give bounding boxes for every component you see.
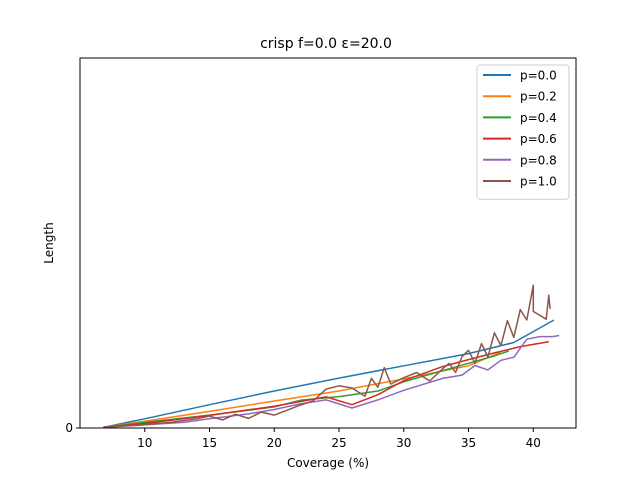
x-tick-label: 30: [396, 436, 411, 450]
x-tick-label: 15: [202, 436, 217, 450]
legend-label-4: p=0.8: [520, 153, 557, 167]
legend-label-3: p=0.6: [520, 132, 557, 146]
series-line-4: [103, 334, 560, 429]
x-axis-ticks: 10 15 20 25 30 35 40: [137, 428, 541, 450]
x-tick-label: 20: [267, 436, 282, 450]
y-axis-label: Length: [42, 222, 56, 263]
series-line-3: [103, 341, 549, 429]
x-axis-label: Coverage (%): [287, 456, 369, 470]
plot-lines: [103, 284, 560, 429]
legend-box: [476, 64, 570, 200]
legend-label-1: p=0.2: [520, 90, 557, 104]
series-line-5: [103, 284, 551, 429]
x-tick-label: 25: [331, 436, 346, 450]
legend: p=0.0 p=0.2 p=0.4 p=0.6 p=0.8 p=1.0: [476, 64, 570, 200]
x-tick-label: 40: [526, 436, 541, 450]
y-axis-ticks: 0: [65, 421, 80, 435]
x-tick-label: 35: [461, 436, 476, 450]
chart-title: crisp f=0.0 ε=20.0: [260, 36, 392, 52]
legend-label-0: p=0.0: [520, 69, 557, 83]
legend-label-2: p=0.4: [520, 111, 557, 125]
y-tick-label: 0: [65, 421, 73, 435]
plot-area-frame: [79, 57, 577, 429]
x-tick-label: 10: [137, 436, 152, 450]
legend-label-5: p=1.0: [520, 175, 557, 189]
series-line-0: [103, 319, 555, 429]
